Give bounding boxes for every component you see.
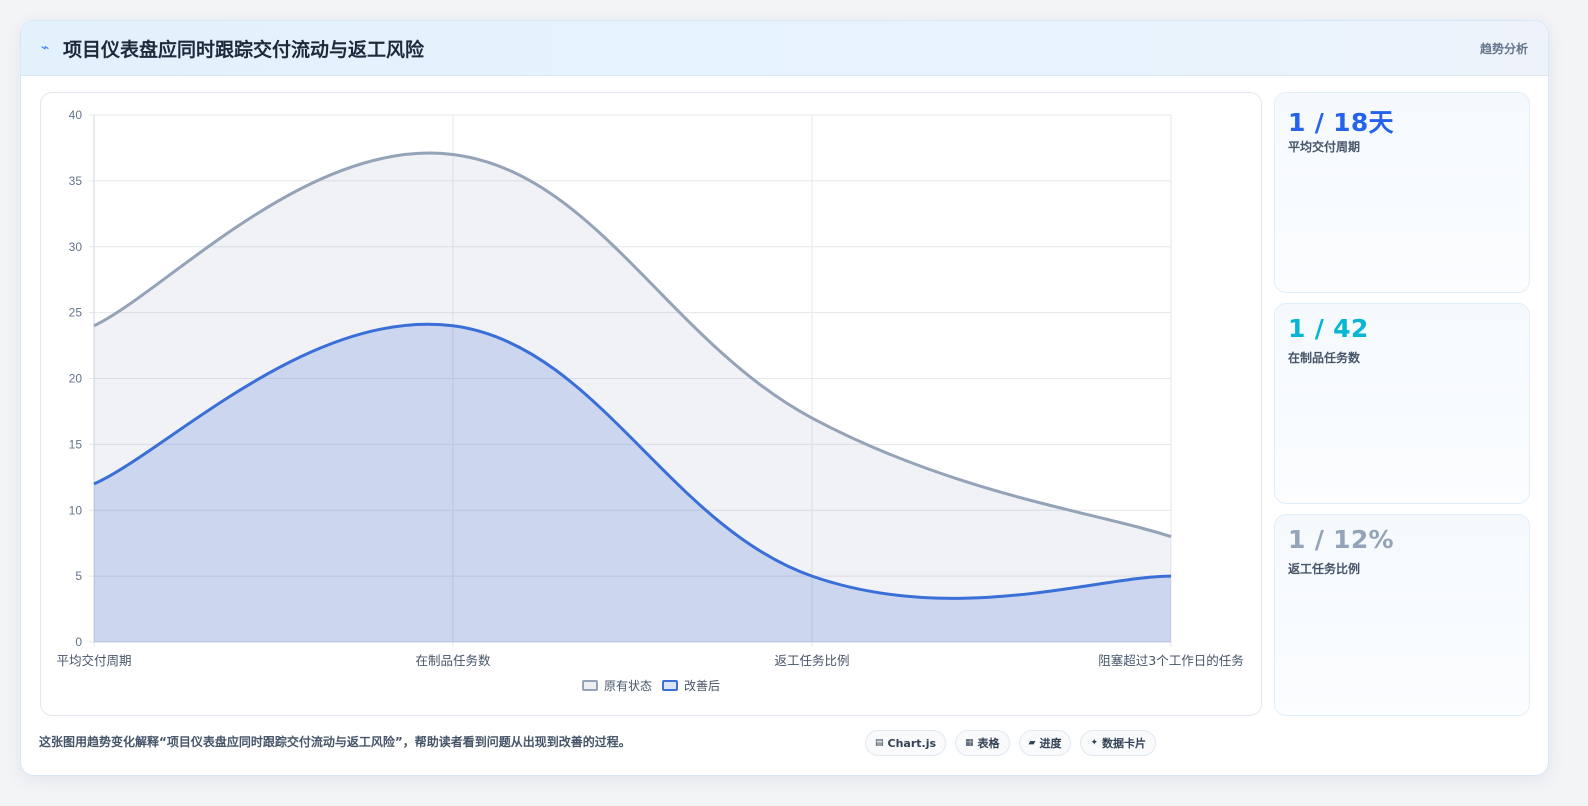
chip-group: ▤ Chart.js ▦ 表格 ▰ 进度 ✦ 数据卡片	[865, 730, 1157, 756]
chip-data-card[interactable]: ✦ 数据卡片	[1080, 730, 1157, 756]
stat-value: 1 / 42	[1288, 314, 1369, 343]
page-title: 项目仪表盘应同时跟踪交付流动与返工风险	[63, 39, 425, 61]
series-area-1	[94, 324, 1171, 642]
progress-icon: ▰	[1028, 738, 1036, 748]
series-line-0	[93, 151, 1172, 539]
x-tick-label: 返工任务比例	[774, 653, 849, 668]
sparkle-icon: ✦	[1090, 738, 1099, 748]
chip-progress[interactable]: ▰ 进度	[1018, 730, 1072, 756]
stat-value: 1 / 12%	[1288, 525, 1394, 554]
stat-card-wip-tasks: 1 / 42 在制品任务数	[1274, 303, 1530, 504]
panel-header: ⌁ 项目仪表盘应同时跟踪交付流动与返工风险 趋势分析	[21, 21, 1548, 76]
y-tick-label: 5	[75, 569, 82, 583]
series-line-1	[93, 322, 1172, 600]
x-tick-label: 平均交付周期	[56, 653, 131, 668]
y-tick-label: 0	[75, 635, 82, 649]
legend-swatch-improved	[662, 680, 678, 691]
lightning-icon: ⌁	[41, 40, 50, 56]
series-area-0	[94, 153, 1171, 642]
chart-legend: 原有状态 改善后	[41, 677, 1261, 694]
y-tick-label: 35	[69, 174, 83, 188]
chip-chartjs[interactable]: ▤ Chart.js	[865, 730, 947, 756]
table-icon: ▦	[965, 738, 974, 748]
legend-item-original[interactable]: 原有状态	[581, 677, 652, 694]
stat-card-rework-ratio: 1 / 12% 返工任务比例	[1274, 514, 1530, 716]
stat-card-delivery-cycle: 1 / 18天 平均交付周期	[1274, 92, 1530, 293]
dashboard-panel: ⌁ 项目仪表盘应同时跟踪交付流动与返工风险 趋势分析 0 5 10 15 20 25 30 3…	[20, 20, 1549, 776]
stat-label: 在制品任务数	[1288, 351, 1361, 365]
chip-label: 进度	[1039, 737, 1062, 750]
chip-label: Chart.js	[887, 736, 937, 750]
legend-label-original: 原有状态	[603, 679, 652, 693]
y-tick-label: 10	[69, 503, 83, 517]
chip-table[interactable]: ▦ 表格	[955, 730, 1010, 756]
y-tick-label: 20	[69, 372, 83, 386]
stat-label: 平均交付周期	[1288, 140, 1361, 154]
y-tick-label: 30	[69, 240, 83, 254]
chart-caption: 这张图用趋势变化解释“项目仪表盘应同时跟踪交付流动与返工风险”，帮助读者看到问题…	[39, 735, 631, 749]
x-tick-label: 阻塞超过3个工作日的任务	[1098, 653, 1243, 668]
area-chart: 0 5 10 15 20 25 30 35 40 平均交付周期 在制品任务数 返工任务比例 阻塞超过3个…	[56, 108, 1243, 668]
stat-label: 返工任务比例	[1288, 562, 1361, 576]
legend-item-improved[interactable]: 改善后	[662, 677, 720, 694]
y-tick-label: 25	[69, 306, 83, 320]
y-tick-label: 40	[69, 108, 83, 122]
stat-value: 1 / 18天	[1288, 108, 1394, 137]
chip-label: 表格	[977, 737, 1000, 750]
chart-card: 0 5 10 15 20 25 30 35 40 平均交付周期 在制品任务数 返工任务比例 阻塞超过3个…	[40, 92, 1262, 716]
x-tick-label: 在制品任务数	[415, 653, 491, 668]
legend-swatch-original	[581, 680, 598, 691]
legend-label-improved: 改善后	[684, 679, 721, 693]
header-tag: 趋势分析	[1479, 42, 1528, 56]
y-tick-label: 15	[69, 437, 83, 451]
chart-icon: ▤	[875, 738, 884, 748]
chip-label: 数据卡片	[1102, 737, 1147, 750]
